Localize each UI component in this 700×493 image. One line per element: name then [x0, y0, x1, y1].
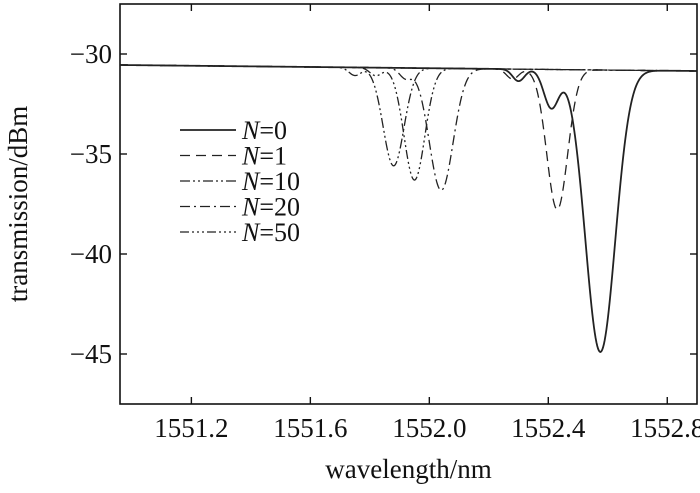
series-line-n10	[119, 64, 698, 167]
x-tick-label: 1552.8	[630, 413, 700, 443]
x-tick-label: 1551.6	[273, 413, 347, 443]
legend-label-n1: N=1	[241, 142, 287, 171]
series-curves	[119, 64, 698, 353]
y-axis-ticks: −30 −35 −40 −45	[70, 39, 697, 369]
x-tick-label: 1551.2	[154, 413, 228, 443]
x-axis-ticks: 1551.2 1551.6 1552.0 1552.4 1552.8	[154, 4, 700, 443]
y-axis-label: transmission/dBm	[3, 106, 33, 303]
series-line-n0	[119, 64, 698, 353]
x-axis-label: wavelength/nm	[325, 454, 491, 484]
y-tick-label: −45	[70, 339, 112, 369]
legend-label-n0: N=0	[241, 116, 287, 145]
y-tick-label: −30	[70, 39, 112, 69]
legend-label-n20: N=20	[241, 193, 300, 222]
y-tick-label: −35	[70, 139, 112, 169]
series-line-n50	[119, 64, 698, 181]
x-tick-label: 1552.4	[511, 413, 586, 443]
x-tick-label: 1552.0	[392, 413, 466, 443]
plot-frame	[119, 3, 698, 405]
series-line-n1	[119, 64, 698, 211]
legend-label-n50: N=50	[241, 218, 300, 247]
y-tick-label: −40	[70, 239, 112, 269]
series-line-n20	[119, 64, 698, 191]
legend-label-n10: N=10	[241, 167, 300, 196]
legend: N=0N=1N=10N=20N=50	[180, 116, 300, 247]
